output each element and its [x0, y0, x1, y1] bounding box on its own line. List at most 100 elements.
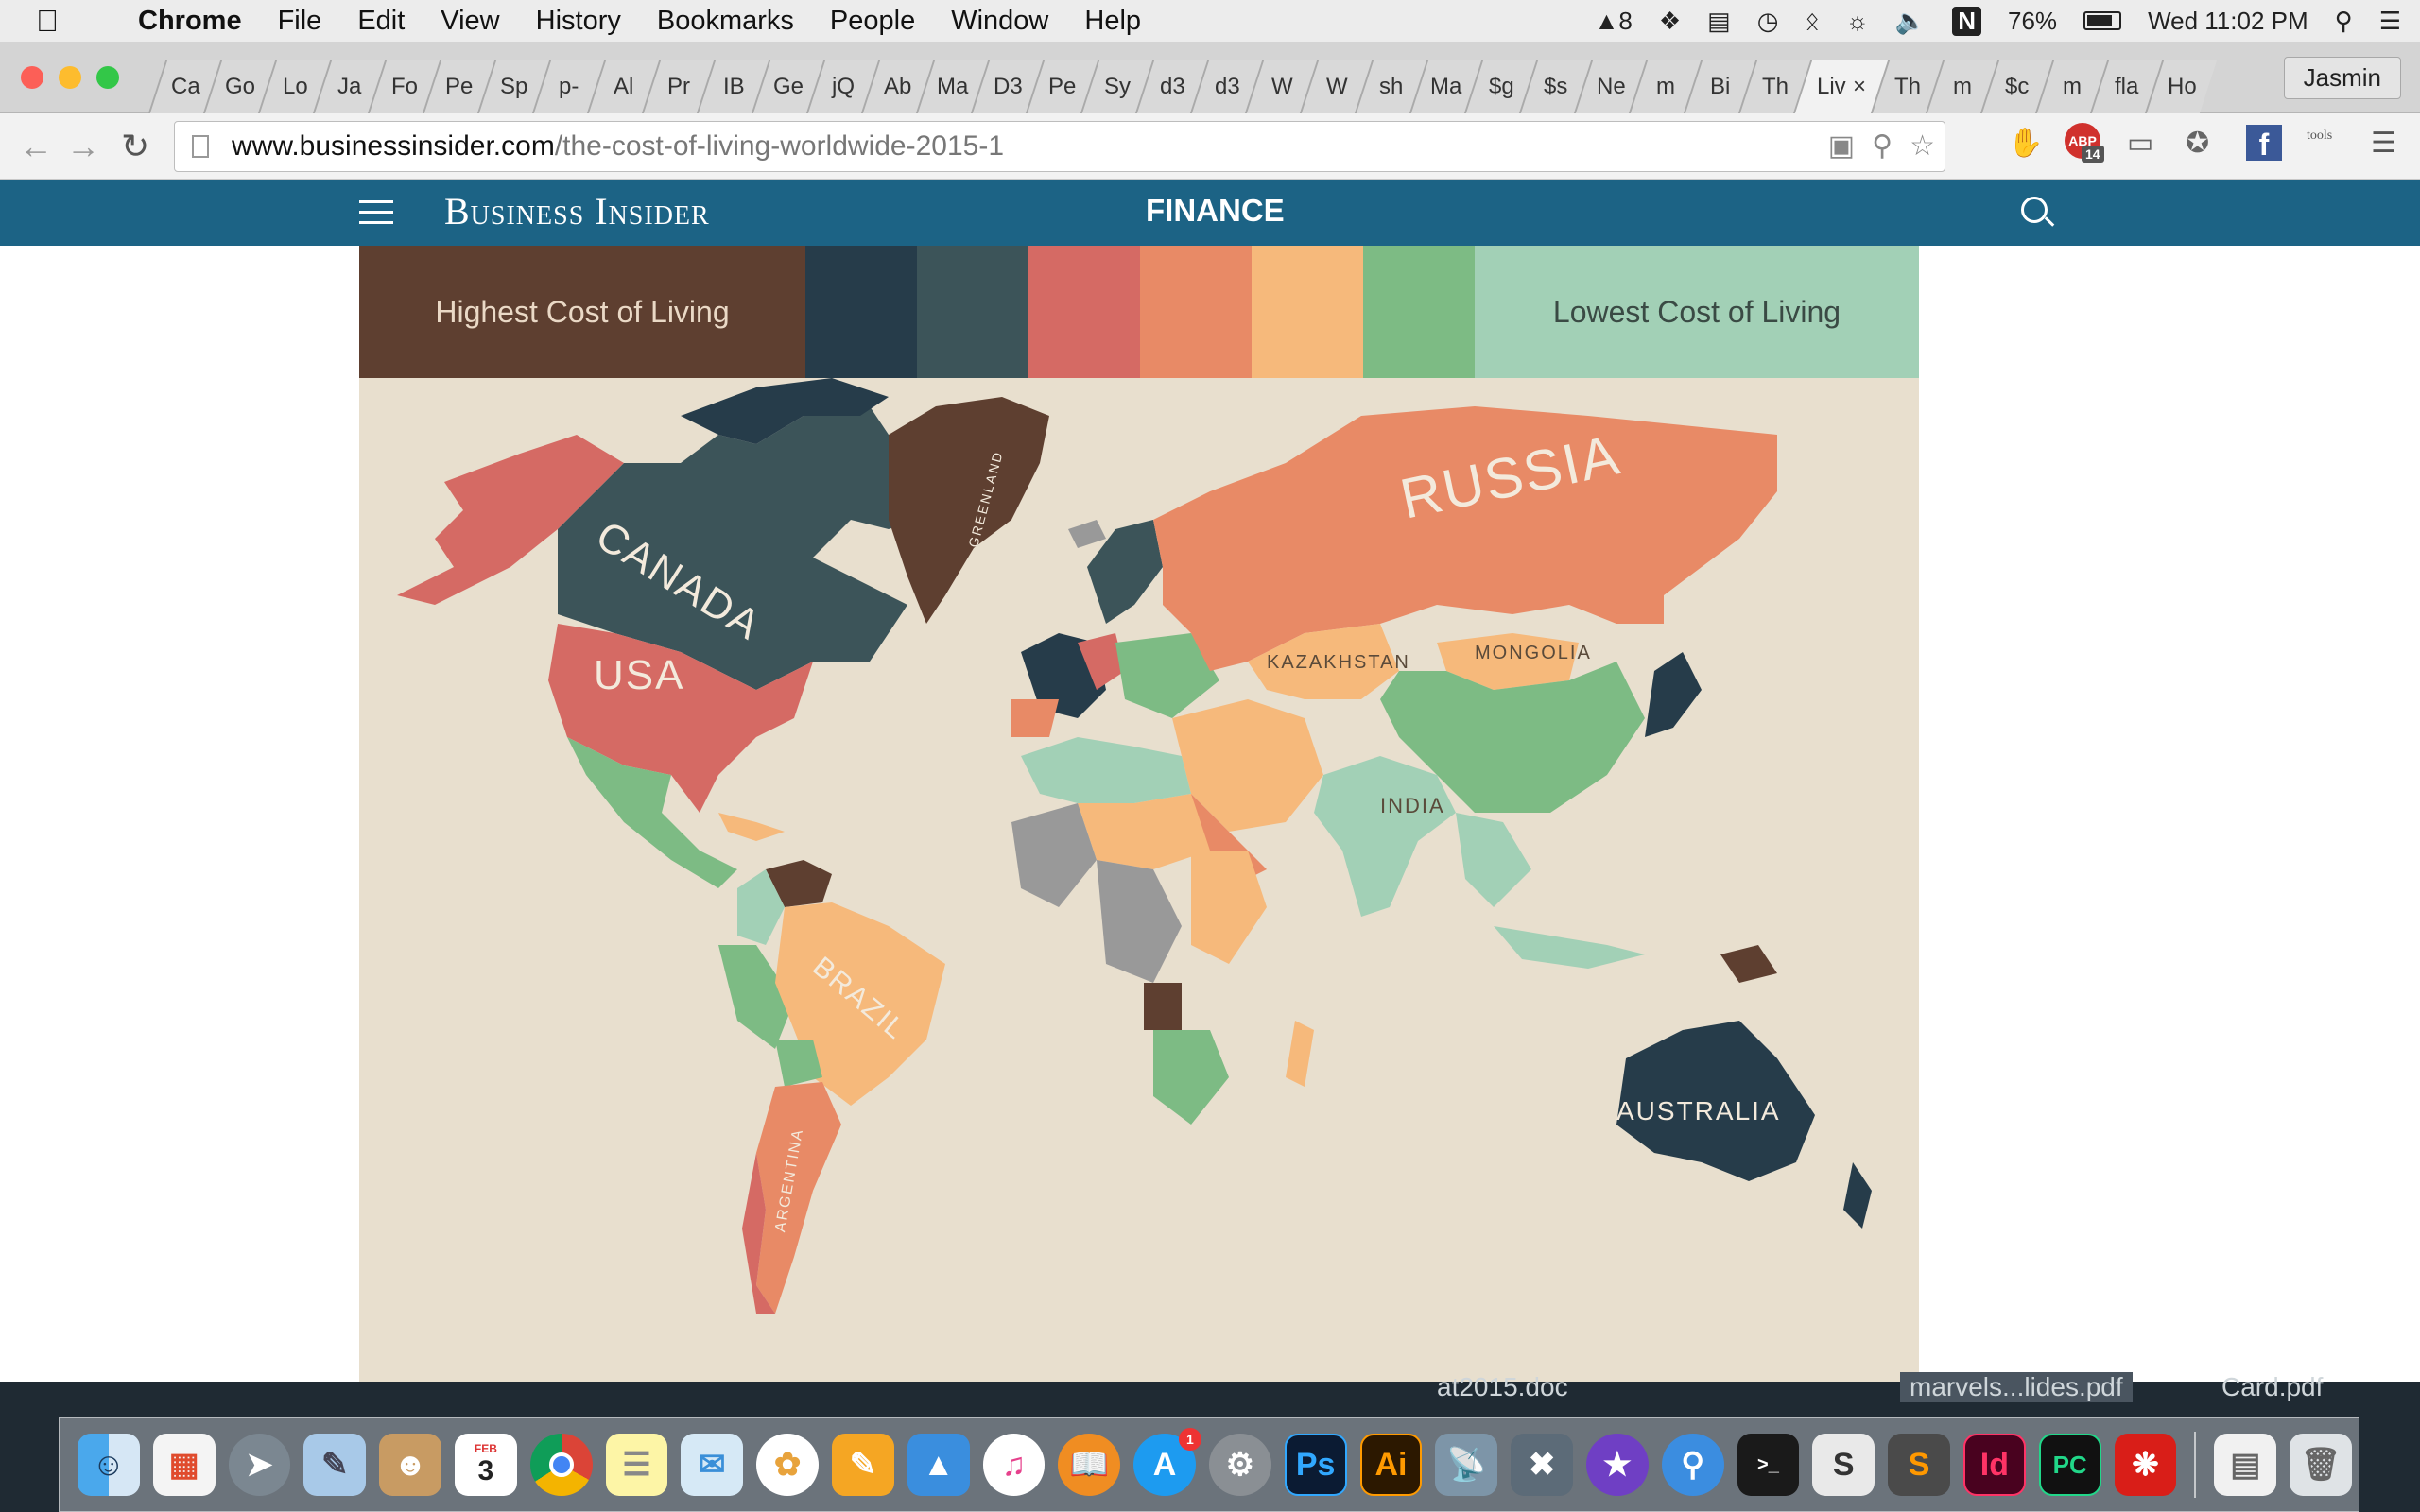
calendar-day: 3	[477, 1455, 494, 1486]
illustrator-icon[interactable]: Ai	[1359, 1434, 1423, 1496]
clock[interactable]: Wed 11:02 PM	[2148, 6, 2308, 35]
calendar-icon[interactable]: FEB 3	[454, 1434, 517, 1496]
preview-icon[interactable]: ✎	[303, 1434, 367, 1496]
reload-icon[interactable]: ↻	[121, 127, 150, 165]
tab-title: $s	[1544, 74, 1568, 99]
region-middle-east	[1172, 699, 1323, 832]
app-store-icon[interactable]: A 1	[1133, 1428, 1201, 1496]
dropbox-icon[interactable]: ❖	[1658, 6, 1682, 35]
zoom-window-button[interactable]	[96, 66, 119, 89]
wifi-icon[interactable]: ☼	[1846, 6, 1869, 35]
utilities-icon[interactable]: ✖	[1511, 1434, 1573, 1496]
desktop-file-3[interactable]: Card.pdf	[2221, 1372, 2324, 1401]
adobe-count: 8	[1618, 6, 1633, 35]
pycharm-icon[interactable]: PC	[2038, 1434, 2101, 1496]
tab-title: W	[1325, 74, 1348, 99]
profile-button[interactable]: Jasmin	[2283, 57, 2401, 99]
tab-title: Ma	[937, 74, 969, 99]
menu-file[interactable]: File	[277, 5, 322, 36]
menu-bookmarks[interactable]: Bookmarks	[656, 5, 794, 36]
bluetooth-icon[interactable]: ᛟ	[1805, 6, 1821, 35]
close-window-button[interactable]	[21, 66, 43, 89]
tab-title: Bi	[1710, 74, 1731, 99]
indesign-icon[interactable]: Id	[1962, 1434, 2026, 1496]
sublime-icon[interactable]: S	[1812, 1434, 1876, 1496]
finder-icon[interactable]: ☺	[78, 1434, 140, 1496]
address-bar[interactable]: www.businessinsider.com /the-cost-of-liv…	[174, 121, 1945, 172]
zoom-icon[interactable]: ⚲	[1872, 130, 1893, 162]
menu-bar:  Chrome File Edit View History Bookmark…	[0, 0, 2420, 42]
trash-icon[interactable]: 🗑	[2290, 1434, 2352, 1496]
imovie-icon[interactable]: ★	[1585, 1434, 1649, 1496]
desktop-file-1[interactable]: at2015.doc	[1437, 1372, 1568, 1401]
chrome-icon[interactable]	[529, 1434, 593, 1496]
menu-app-name[interactable]: Chrome	[138, 5, 242, 36]
system-preferences-icon[interactable]: ⚙	[1208, 1434, 1271, 1496]
photoshop-icon[interactable]: Ps	[1284, 1434, 1347, 1496]
network-utility-icon[interactable]: 📡	[1435, 1434, 1498, 1496]
close-tab-icon[interactable]: ×	[1853, 74, 1867, 99]
app-n-icon[interactable]: N	[1952, 6, 1982, 36]
extension-icon[interactable]: ✪	[2186, 128, 2210, 159]
itunes-icon[interactable]: ♫	[982, 1434, 1046, 1496]
forward-icon[interactable]: →	[66, 127, 100, 165]
pages-icon[interactable]: ✎	[831, 1434, 894, 1496]
documents-folder-icon[interactable]: ▤	[2214, 1434, 2277, 1496]
menu-view[interactable]: View	[441, 5, 500, 36]
coschedule-label: tools	[2307, 129, 2333, 143]
time-machine-icon[interactable]: ◷	[1756, 6, 1779, 35]
notes-icon[interactable]: ☰	[605, 1434, 668, 1496]
hamburger-menu-icon[interactable]	[359, 200, 393, 225]
tab-title: Pr	[667, 74, 690, 99]
tab-strip: Ca Go Lo Ja Fo Pe Sp p- Al Pr IB Ge jQ Ab Ma D3 Pe Sy d3 d3…	[0, 42, 2420, 113]
menu-edit[interactable]: Edit	[357, 5, 406, 36]
terminal-icon[interactable]: >_	[1737, 1434, 1800, 1496]
country-mexico	[567, 737, 737, 888]
cost-of-living-map-graphic: Highest Cost of Living Lowest Cost of Li…	[359, 246, 1919, 1382]
dock-divider	[2194, 1432, 2197, 1498]
rocket-icon[interactable]: ➤	[228, 1434, 291, 1496]
ibooks-icon[interactable]: 📖	[1058, 1434, 1121, 1496]
label-kazakhstan: KAZAKHSTAN	[1267, 652, 1410, 673]
memory-icon[interactable]: ▤	[1707, 6, 1731, 35]
spotlight-icon[interactable]: ⚲	[2334, 6, 2353, 35]
tab-title: Th	[1761, 74, 1789, 99]
tab-title: IB	[722, 74, 745, 99]
coschedule-icon[interactable]: tools	[2307, 129, 2332, 144]
spotlight-app-icon[interactable]: ⚲	[1661, 1434, 1724, 1496]
page-action-icon[interactable]: ▣	[1827, 130, 1856, 162]
country-angola	[1144, 983, 1182, 1030]
cast-icon[interactable]: ▭	[2127, 128, 2154, 159]
menu-window[interactable]: Window	[951, 5, 1049, 36]
ghostery-icon[interactable]: ✋	[2008, 128, 2044, 159]
region-iberia	[1011, 699, 1059, 737]
apple-menu-icon[interactable]: 	[36, 4, 79, 39]
desktop-file-2[interactable]: marvels...lides.pdf	[1900, 1372, 2133, 1402]
tab-title: Pe	[1048, 74, 1077, 99]
contacts-icon[interactable]: ☻	[379, 1434, 441, 1496]
keynote-icon[interactable]: ▲	[907, 1434, 970, 1496]
country-usa	[548, 624, 813, 813]
search-icon[interactable]	[2021, 197, 2048, 223]
chrome-menu-icon[interactable]: ☰	[2371, 128, 2396, 159]
minimize-window-button[interactable]	[59, 66, 81, 89]
bookmark-star-icon[interactable]: ☆	[1910, 130, 1935, 162]
menu-history[interactable]: History	[535, 5, 621, 36]
sublime-text-icon[interactable]: S	[1888, 1434, 1950, 1496]
site-logo[interactable]: Business Insider	[444, 190, 710, 232]
adblock-icon[interactable]: ABP 14	[2065, 123, 2104, 163]
menu-help[interactable]: Help	[1084, 5, 1142, 36]
adobe-icon[interactable]: ▲8	[1594, 6, 1633, 35]
photos-icon[interactable]: ✿	[756, 1434, 819, 1496]
notification-center-icon[interactable]: ☰	[2378, 6, 2401, 35]
battery-percent[interactable]: 76%	[2008, 6, 2058, 35]
legend-swatch-3	[917, 246, 1028, 378]
messages-icon[interactable]: ✉	[681, 1434, 744, 1496]
section-title[interactable]: FINANCE	[1146, 193, 1285, 228]
back-icon[interactable]: ←	[19, 127, 53, 165]
menu-people[interactable]: People	[829, 5, 916, 36]
facebook-icon[interactable]: f	[2246, 125, 2282, 162]
acrobat-icon[interactable]: ❋	[2114, 1434, 2177, 1496]
volume-icon[interactable]: 🔈	[1894, 6, 1927, 35]
launchpad-icon[interactable]: ▦	[152, 1434, 216, 1496]
